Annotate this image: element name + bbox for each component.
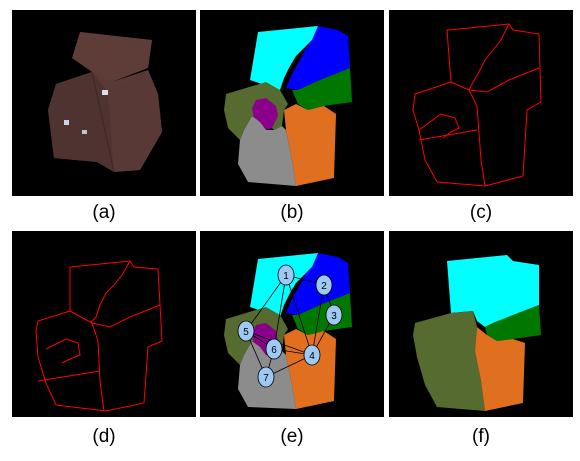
outline-vertical-c <box>450 81 486 187</box>
edge-2-4 <box>311 284 325 356</box>
roof-upper-plane <box>72 32 152 82</box>
graph-node-5: 5 <box>237 320 255 342</box>
panel-b-segmentation <box>200 10 384 196</box>
segment-purple <box>252 98 278 130</box>
boundary-map-c <box>412 23 542 187</box>
panel-f-merged <box>389 231 573 417</box>
outline-outer-c <box>412 23 542 187</box>
graph-node-7: 7 <box>257 366 275 388</box>
roof-vent-1 <box>102 90 108 95</box>
roof-ridge <box>91 71 115 173</box>
node-4-circle <box>303 344 321 366</box>
caption-b: (b) <box>280 202 304 223</box>
boundary-map-d <box>35 260 163 412</box>
roof-vent-3 <box>82 130 87 134</box>
node-6-label: 6 <box>271 345 277 356</box>
panel-d-boundaries <box>12 231 196 417</box>
outline-lower-c <box>418 129 478 141</box>
merged-segmentation <box>413 255 541 411</box>
node-1-label: 1 <box>283 271 289 282</box>
outline-ridge-d <box>89 260 131 324</box>
merged-green <box>485 305 541 341</box>
panel-c-boundaries <box>389 10 573 196</box>
panel-e-graph: 1 2 3 4 5 6 7 <box>200 231 384 417</box>
merged-cyan <box>447 255 539 327</box>
node-1-circle <box>277 264 295 286</box>
segment-gray <box>238 116 296 186</box>
segmentation-map <box>224 26 352 186</box>
outline-vertical-d <box>69 310 105 412</box>
roof-photo <box>48 32 162 173</box>
outline-notch-c <box>418 113 460 139</box>
roof-right-plane <box>108 70 162 172</box>
merged-olive <box>413 311 485 411</box>
segment-green <box>292 68 352 110</box>
roof-vent-2 <box>64 120 69 125</box>
caption-d: (d) <box>92 426 116 447</box>
node-2-circle <box>315 274 333 296</box>
graph-node-3: 3 <box>325 304 343 326</box>
graph-node-2: 2 <box>315 274 333 296</box>
outline-notch-d <box>45 338 81 364</box>
node-5-circle <box>237 320 255 342</box>
graph-node-1: 1 <box>277 264 295 286</box>
node-7-circle <box>257 366 275 388</box>
node-7-label: 7 <box>263 373 269 384</box>
outline-outer-d <box>35 260 163 412</box>
outline-split-d <box>91 304 161 328</box>
caption-a: (a) <box>92 202 116 223</box>
node-2-label: 2 <box>321 281 327 292</box>
node-5-label: 5 <box>243 327 249 338</box>
edge-1-5 <box>245 274 287 332</box>
segment-blue <box>286 26 350 90</box>
segment-cyan <box>250 26 321 90</box>
segmentation-graph: 1 2 3 4 5 6 7 <box>224 253 352 409</box>
node-3-circle <box>325 304 343 326</box>
node-6-circle <box>265 338 283 360</box>
outline-split-c <box>468 67 540 93</box>
graph-node-4: 4 <box>303 344 321 366</box>
segment-orange-e <box>284 329 336 409</box>
segment-orange <box>284 104 336 186</box>
outline-lower-d <box>37 370 101 382</box>
graph-node-6: 6 <box>265 338 283 360</box>
caption-f: (f) <box>472 426 490 447</box>
panel-a-roof-image <box>12 10 196 196</box>
caption-e: (e) <box>280 426 304 447</box>
edge-1-6 <box>273 274 287 350</box>
edge-1-4 <box>285 274 313 356</box>
node-4-label: 4 <box>309 351 315 362</box>
caption-c: (c) <box>469 202 493 223</box>
outline-ridge-c <box>468 23 510 91</box>
merged-orange <box>475 327 525 411</box>
node-3-label: 3 <box>331 311 337 322</box>
